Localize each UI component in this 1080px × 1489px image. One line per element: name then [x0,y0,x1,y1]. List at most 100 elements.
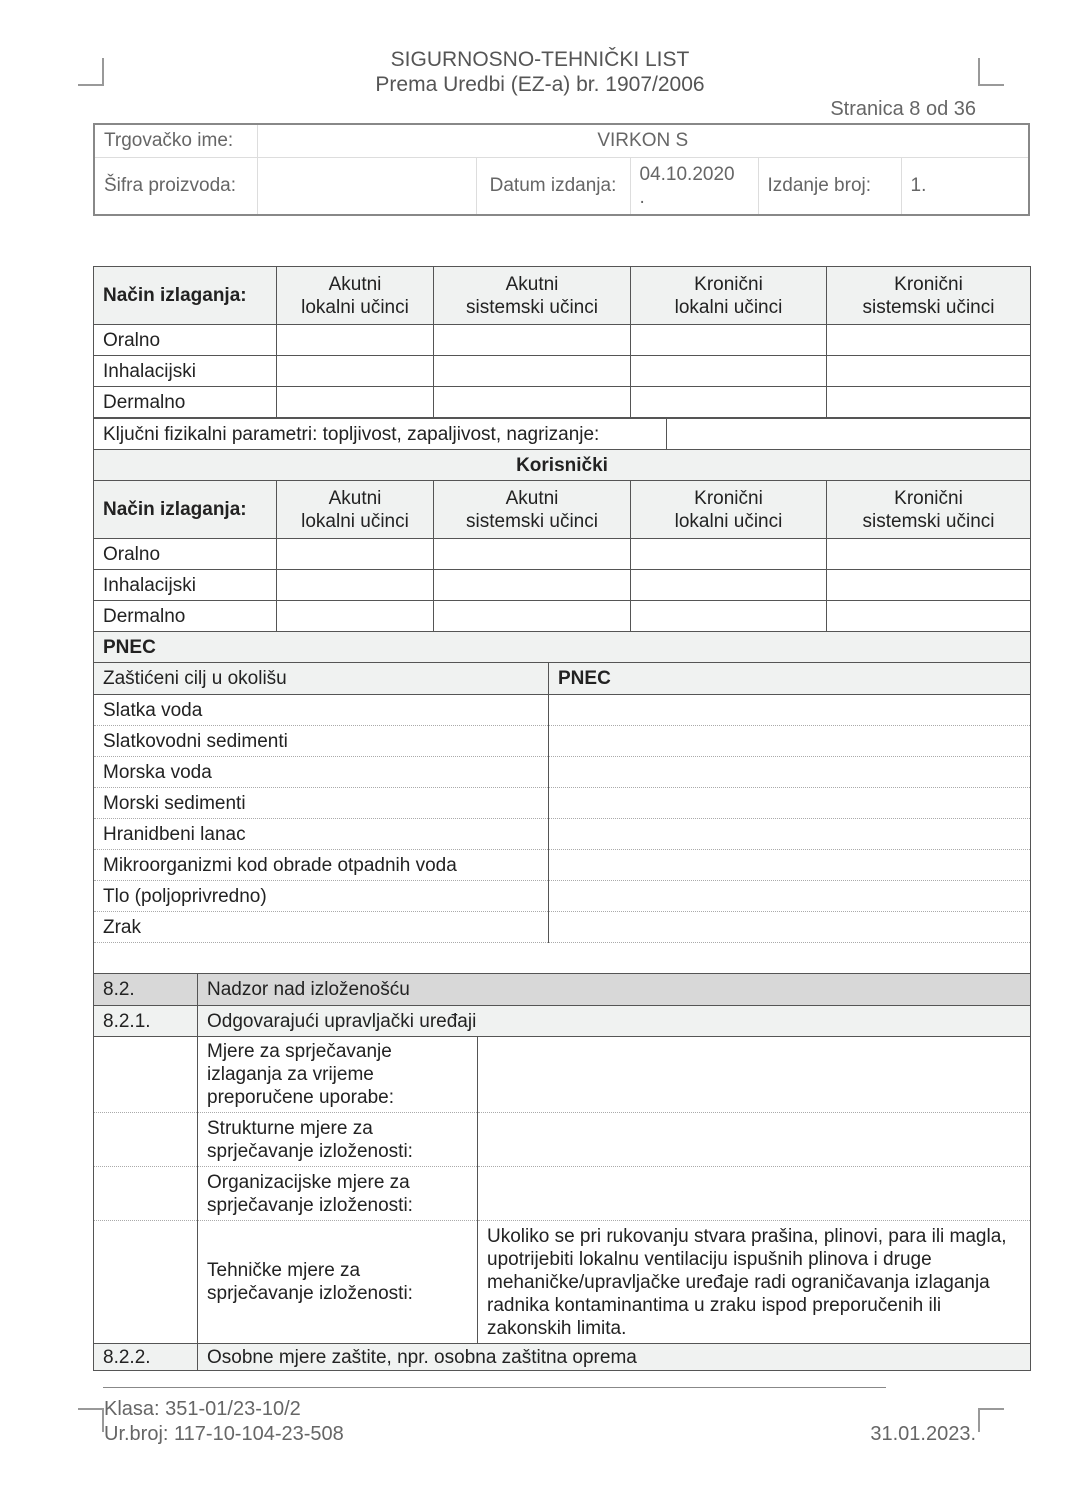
key-parameters-label: Ključni fizikalni parametri: topljivost,… [93,418,667,450]
effect-value [630,600,827,632]
exposure-route-label: Oralno [93,538,277,570]
pnec-target: Tlo (poljoprivredno) [93,880,549,912]
pnec-target: Slatkovodni sedimenti [93,725,549,757]
effect-value [276,538,434,570]
effect-column-header: Akutni sistemski učinci [433,266,631,325]
key-parameters-table: Ključni fizikalni parametri: topljivost,… [93,418,1031,450]
product-code-value [256,156,477,216]
effect-value [276,600,434,632]
effect-column-header: Akutni sistemski učinci [433,480,631,539]
effect-value [276,569,434,601]
section-number-empty [93,1166,198,1221]
effect-value [826,324,1031,356]
pnec-value [547,694,1032,726]
section-number: 8.2.1. [93,1005,198,1037]
effect-value [276,386,434,418]
effect-type: Akutni [505,273,559,295]
pnec-table: PNEC Zaštićeni cilj u okolišu PNEC Slatka v… [92,631,1032,974]
control-measure-value [476,1112,1032,1167]
exposure-control-table: 8.2. Nadzor nad izloženošću 8.2.1. Odgovara… [93,973,1032,1371]
product-info-table: Trgovačko ime: VIRKON S Šifra proizvoda:… [93,123,1030,216]
effect-value [433,569,631,601]
pnec-value [547,787,1032,819]
control-measure-value [476,1166,1032,1221]
pnec-value-header: PNEC [547,662,1032,695]
footer-urbroj: Ur.broj: 117-10-104-23-508 [104,1423,344,1445]
document-subtitle: Prema Uredbi (EZ-a) br. 1907/2006 [375,73,705,96]
effect-value [433,324,631,356]
issue-date-extra: . [639,186,645,208]
effect-value [433,386,631,418]
effect-value [433,538,631,570]
effect-column-header: Akutni lokalni učinci [276,266,434,325]
footer-date: 31.01.2023. [870,1423,976,1445]
effect-value [825,600,1032,632]
section-number-empty [93,1036,198,1113]
effect-column-header: Akutni lokalni učinci [276,480,434,539]
effect-type: Akutni [505,487,559,509]
trade-name-label: Trgovačko ime: [93,123,258,158]
control-measure-value: Ukoliko se pri rukovanju stvara prašina,… [476,1220,1032,1344]
pnec-value [547,756,1032,788]
empty-row [92,942,1032,974]
pnec-value [547,911,1032,943]
section-number: 8.2.2. [93,1343,198,1371]
control-measure-label: Tehničke mjere za sprječavanje izloženos… [197,1220,478,1344]
section-number: 8.2. [93,973,198,1006]
trade-name-value: VIRKON S [256,123,1030,158]
effect-value [825,538,1032,570]
effect-value [630,538,827,570]
effect-type: Kronični [694,273,763,295]
footer-klasa: Klasa: 351-01/23-10/2 [104,1398,301,1420]
effect-value [276,324,434,356]
crop-mark [78,1408,104,1432]
pnec-target: Morski sedimenti [93,787,549,819]
footer-divider [103,1387,886,1388]
crop-mark [978,58,1004,86]
exposure-route-label: Oralno [93,324,277,356]
effect-value [630,569,827,601]
pnec-target: Morska voda [93,756,549,788]
pnec-value [547,818,1032,850]
exposure-route-label: Dermalno [93,600,277,632]
pnec-section-header: PNEC [92,631,1032,663]
control-measure-label: Strukturne mjere za sprječavanje izložen… [197,1112,478,1167]
control-measure-label: Organizacijske mjere za sprječavanje izl… [197,1166,478,1221]
effect-scope: lokalni učinci [674,296,783,318]
section-number-empty [93,1112,198,1167]
issue-date-value: 04.10.2020. [629,156,759,216]
control-measure-label: Mjere za sprječavanje izlaganja za vrije… [197,1036,478,1113]
pnec-value [547,849,1032,881]
consumer-section-header: Korisnički [92,449,1032,481]
exposure-route-header: Način izlaganja: [93,480,277,539]
key-parameters-value [666,418,1031,450]
effect-column-header: Kronični lokalni učinci [630,266,827,325]
product-code-label: Šifra proizvoda: [93,156,258,216]
effect-scope: lokalni učinci [301,510,409,532]
pnec-value [547,880,1032,912]
effect-type: Kronični [894,273,963,295]
pnec-target: Zrak [93,911,549,943]
consumer-exposure-table: Korisnički Način izlaganja: Akutni lokalni … [92,449,1032,632]
control-measure-value [476,1036,1032,1113]
section-title: Nadzor nad izloženošću [196,973,1032,1006]
effect-value [276,355,434,387]
effect-type: Akutni [328,487,382,509]
issue-number-value: 1. [900,156,1030,216]
effect-scope: sistemski učinci [862,510,995,532]
effect-type: Akutni [328,273,382,295]
issue-date: 04.10.2020 [639,163,735,185]
effect-type: Kronični [694,487,763,509]
effect-scope: sistemski učinci [862,296,995,318]
effect-value [630,324,827,356]
section-number-empty [93,1220,198,1344]
effect-scope: lokalni učinci [674,510,783,532]
exposure-route-label: Dermalno [93,386,277,418]
effect-scope: sistemski učinci [466,510,598,532]
effect-scope: lokalni učinci [301,296,409,318]
issue-date-label: Datum izdanja: [475,156,631,216]
section-title: Odgovarajući upravljački uređaji [196,1005,1032,1037]
exposure-route-label: Inhalacijski [93,569,277,601]
pnec-target: Mikroorganizmi kod obrade otpadnih voda [93,849,549,881]
effect-value [826,355,1031,387]
